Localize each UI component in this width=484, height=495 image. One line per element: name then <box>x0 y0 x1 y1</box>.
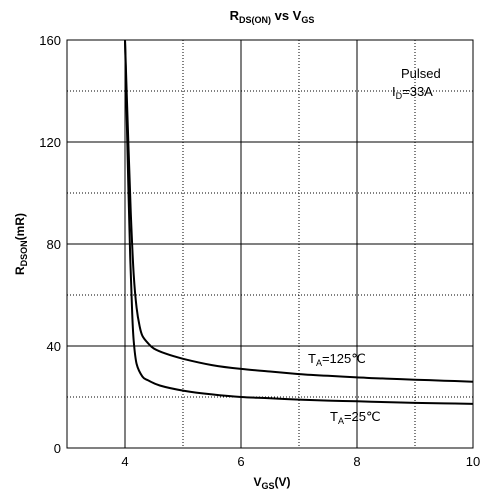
x-axis-label-sub: GS <box>262 481 275 491</box>
series-label-125c-tail: =125℃ <box>322 351 366 366</box>
x-axis-label-main: V <box>253 475 261 489</box>
title-main: R <box>230 8 240 23</box>
x-axis-label: VGS(V) <box>253 475 290 491</box>
series-label-125c-sub: A <box>316 358 322 368</box>
curve-125c <box>124 39 474 383</box>
series-label-125c: TA=125℃ <box>308 351 366 368</box>
chart-title: RDS(ON) vs VGS <box>230 8 315 25</box>
y-axis-label-main: R <box>13 266 27 275</box>
title-mid: vs V <box>271 8 302 23</box>
series-label-25c: TA=25℃ <box>330 409 381 426</box>
annotation-id-main: I <box>392 84 396 99</box>
x-tick-label: 4 <box>121 454 128 469</box>
y-tick-label: 0 <box>54 441 61 456</box>
y-tick-label: 120 <box>39 135 61 150</box>
series-label-25c-main: T <box>330 409 338 424</box>
x-tick-label: 6 <box>237 454 244 469</box>
plot-frame <box>66 39 474 449</box>
y-tick-label: 40 <box>47 339 61 354</box>
curve-25c <box>124 39 474 405</box>
annotation-pulsed: Pulsed <box>401 66 441 81</box>
annotation-id-tail: =33A <box>402 84 433 99</box>
y-axis-label-sub: DSON <box>19 240 29 266</box>
title-sub2: GS <box>301 15 314 25</box>
tick-labels: 4 6 8 10 0 40 80 120 160 <box>39 33 480 469</box>
y-axis-label-tail: (mR) <box>13 213 27 240</box>
y-axis-label: RDSON(mR) <box>13 213 29 275</box>
x-axis-label-tail: (V) <box>275 475 291 489</box>
series-label-25c-tail: =25℃ <box>344 409 381 424</box>
series-label-125c-main: T <box>308 351 316 366</box>
series-label-25c-sub: A <box>338 416 344 426</box>
x-tick-label: 8 <box>353 454 360 469</box>
y-tick-label: 160 <box>39 33 61 48</box>
annotation-id-sub: D <box>396 91 403 101</box>
title-sub1: DS(ON) <box>239 15 271 25</box>
curves <box>124 39 474 405</box>
y-tick-label: 80 <box>47 237 61 252</box>
x-tick-label: 10 <box>466 454 480 469</box>
annotation-id: ID=33A <box>392 84 433 101</box>
